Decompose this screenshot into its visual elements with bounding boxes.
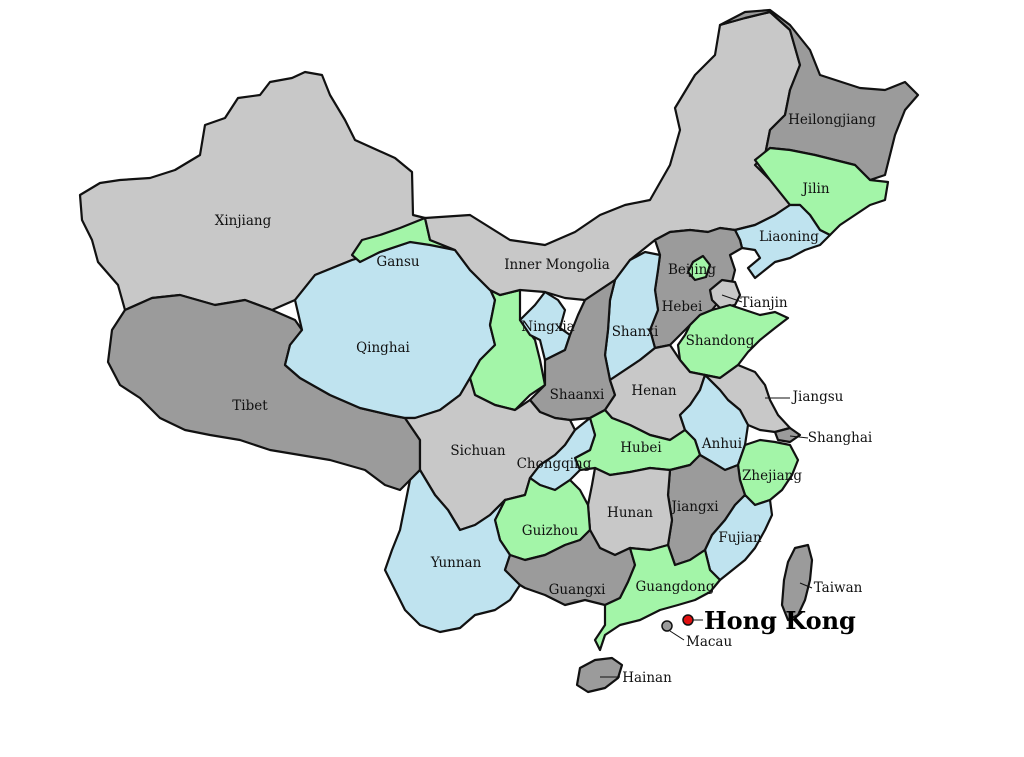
label-jilin: Jilin <box>800 181 829 197</box>
label-guizhou: Guizhou <box>522 523 579 539</box>
label-shandong: Shandong <box>686 333 755 349</box>
label-hunan: Hunan <box>607 505 653 521</box>
label-hubei: Hubei <box>620 440 662 456</box>
label-hebei: Hebei <box>662 299 703 315</box>
label-liaoning: Liaoning <box>759 229 819 245</box>
region-guangdong[interactable] <box>593 543 722 652</box>
label-guangdong: Guangdong <box>636 579 715 595</box>
label-qinghai: Qinghai <box>356 340 410 356</box>
region-liaoning[interactable] <box>733 203 832 280</box>
macau-leader-line <box>669 630 685 641</box>
tianjin-leader-line <box>721 294 743 303</box>
label-inner-mongolia: Inner Mongolia <box>504 257 610 273</box>
label-yunnan: Yunnan <box>430 555 482 571</box>
label-heilongjiang: Heilongjiang <box>788 112 876 128</box>
region-beijing[interactable] <box>686 254 712 282</box>
macau-marker[interactable] <box>661 620 673 632</box>
region-inner-mongolia[interactable] <box>423 10 802 302</box>
label-xinjiang: Xinjiang <box>215 213 272 229</box>
taiwan-leader-line <box>799 582 813 589</box>
label-shaanxi: Shaanxi <box>550 387 605 403</box>
label-chongqing: Chongqing <box>517 456 592 472</box>
label-gansu: Gansu <box>376 254 419 270</box>
label-sichuan: Sichuan <box>450 443 506 459</box>
label-beijing: Beijing <box>668 262 716 278</box>
label-zhejiang: Zhejiang <box>742 468 802 484</box>
region-yunnan[interactable] <box>383 468 522 634</box>
hong-kong-marker[interactable] <box>682 614 694 626</box>
label-guangxi: Guangxi <box>549 582 606 598</box>
label-shanxi: Shanxi <box>612 324 659 340</box>
label-henan: Henan <box>631 383 677 399</box>
label-tibet: Tibet <box>232 398 268 414</box>
label-jiangxi: Jiangxi <box>669 499 719 515</box>
label-macau: Macau <box>686 634 732 650</box>
shanghai-leader-line <box>789 435 809 439</box>
region-taiwan[interactable] <box>780 543 814 622</box>
label-taiwan: Taiwan <box>814 580 863 596</box>
label-anhui: Anhui <box>701 436 743 452</box>
label-shanghai: Shanghai <box>808 430 873 446</box>
label-ningxia: Ningxia <box>521 319 574 335</box>
label-jiangsu: Jiangsu <box>791 389 844 405</box>
region-hainan[interactable] <box>575 656 624 694</box>
label-tianjin: Tianjin <box>740 295 788 311</box>
region-shanghai[interactable] <box>773 426 802 444</box>
label-fujian: Fujian <box>718 530 762 546</box>
label-hong-kong: Hong Kong <box>704 606 856 635</box>
label-hainan: Hainan <box>622 670 672 686</box>
